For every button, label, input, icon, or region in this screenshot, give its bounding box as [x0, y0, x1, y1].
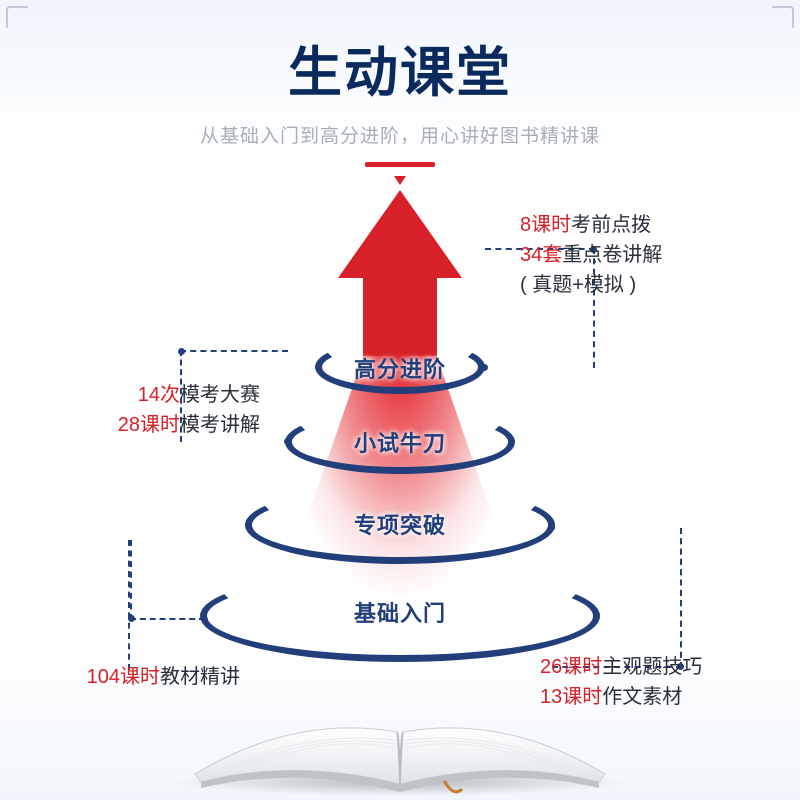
level-label-4: 基础入门	[354, 596, 446, 628]
connector-end-dot	[481, 364, 488, 371]
page-subtitle: 从基础入门到高分进阶，用心讲好图书精讲课	[0, 121, 800, 148]
level-label-2: 小试牛刀	[354, 426, 446, 458]
callout-number: 34套	[520, 244, 562, 266]
callout-number: 28课时	[118, 414, 180, 436]
callout-text: 考前点拨	[571, 214, 651, 236]
callout-top-right: 8课时考前点拨 34套重点卷讲解 ( 真题+模拟 )	[520, 210, 662, 300]
callout-text: 主观题技巧	[602, 656, 702, 678]
connector-dot	[178, 348, 185, 355]
callout-number: 14次	[138, 384, 180, 406]
frame-corner-tr	[772, 6, 794, 28]
callout-mid-left: 14次模考大赛 28课时模考讲解	[118, 380, 260, 440]
connector-end-dot	[201, 616, 208, 623]
callout-text: 模考大赛	[180, 384, 260, 406]
callout-number: 104课时	[87, 666, 160, 688]
connector-bottom-left	[130, 540, 205, 620]
page-title: 生动课堂	[0, 0, 800, 107]
connector-dot	[128, 615, 135, 622]
callout-number: 8课时	[520, 214, 571, 236]
level-label-3: 专项突破	[354, 508, 446, 540]
frame-corner-tl	[6, 6, 28, 28]
callout-text: 重点卷讲解	[562, 244, 662, 266]
callout-text: ( 真题+模拟 )	[520, 274, 636, 296]
progression-diagram: 高分进阶 小试牛刀 专项突破 基础入门 8课时考前点拨 34套重点卷讲解 ( 真…	[0, 190, 800, 690]
callout-text: 模考讲解	[180, 414, 260, 436]
connector-end-dot	[548, 524, 555, 531]
connector-bottom-right	[552, 528, 682, 668]
title-underline	[365, 162, 435, 190]
level-label-1: 高分进阶	[354, 352, 446, 384]
connector-end-dot	[284, 438, 291, 445]
open-book-icon	[185, 674, 615, 794]
